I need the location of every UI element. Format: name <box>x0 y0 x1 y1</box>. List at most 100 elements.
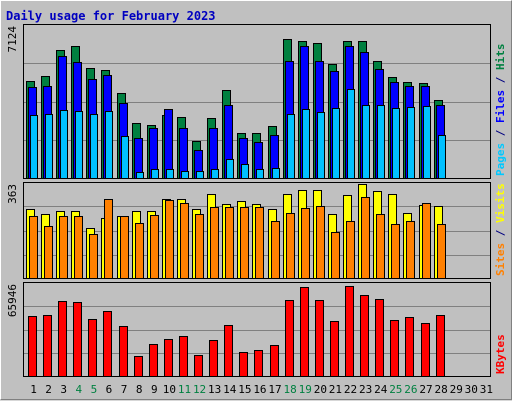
bar-sites-day-22 <box>346 221 355 279</box>
x-tick-day-13: 13 <box>208 383 221 396</box>
legend-entry: Pages <box>494 143 507 176</box>
bar-sites-day-13 <box>210 207 219 279</box>
bar-sites-day-18 <box>286 213 295 279</box>
bar-files-day-10 <box>164 109 173 179</box>
bar-pages-day-7 <box>121 136 129 179</box>
bar-pages-day-13 <box>211 169 219 179</box>
bar-pages-day-28 <box>438 135 446 179</box>
x-tick-day-23: 23 <box>359 383 372 396</box>
bar-kbytes-day-6 <box>103 311 112 377</box>
bar-pages-day-1 <box>30 115 38 179</box>
bar-sites-day-19 <box>301 208 310 279</box>
bar-pages-day-24 <box>377 105 385 179</box>
bar-pages-day-10 <box>166 169 174 179</box>
legend-entry: / <box>494 123 507 143</box>
bar-pages-day-27 <box>423 106 431 179</box>
bar-kbytes-day-21 <box>330 321 339 377</box>
legend-entry: Sites <box>494 243 507 276</box>
x-tick-day-14: 14 <box>223 383 237 396</box>
bar-kbytes-day-2 <box>43 315 52 377</box>
bar-kbytes-day-26 <box>405 317 414 377</box>
bar-kbytes-day-19 <box>300 287 309 377</box>
y-axis-max-label: 7124 <box>6 26 19 53</box>
bar-sites-day-26 <box>406 221 415 279</box>
bar-sites-day-7 <box>120 216 129 279</box>
bar-kbytes-day-3 <box>58 301 67 377</box>
bar-kbytes-day-17 <box>270 345 279 377</box>
legend-entry: Visits <box>494 183 507 223</box>
bar-pages-day-6 <box>105 111 113 179</box>
legend-kbytes: KBytes <box>494 334 507 374</box>
x-tick-day-12: 12 <box>193 383 206 396</box>
bar-sites-day-2 <box>44 226 53 279</box>
legend-visits: Sites / Visits <box>494 183 507 276</box>
bar-sites-day-27 <box>422 203 431 279</box>
bar-kbytes-day-23 <box>360 295 369 377</box>
bar-kbytes-day-8 <box>134 356 143 377</box>
bar-sites-day-24 <box>376 214 385 279</box>
bar-pages-day-17 <box>272 168 280 179</box>
bar-sites-day-8 <box>135 223 144 279</box>
x-tick-day-29: 29 <box>450 383 463 396</box>
bar-pages-day-26 <box>407 107 415 179</box>
bar-sites-day-12 <box>195 214 204 279</box>
bar-sites-day-17 <box>271 221 280 279</box>
x-tick-day-30: 30 <box>465 383 478 396</box>
bar-sites-day-3 <box>59 216 68 279</box>
bar-sites-day-16 <box>255 207 264 279</box>
bar-kbytes-day-7 <box>119 326 128 377</box>
x-tick-day-8: 8 <box>136 383 143 396</box>
x-tick-day-7: 7 <box>121 383 128 396</box>
bar-pages-day-8 <box>136 172 144 179</box>
x-tick-day-22: 22 <box>344 383 357 396</box>
bar-sites-day-15 <box>240 207 249 279</box>
bar-sites-day-21 <box>331 232 340 279</box>
bar-sites-day-10 <box>165 200 174 279</box>
x-tick-day-2: 2 <box>45 383 52 396</box>
bar-kbytes-day-15 <box>239 352 248 377</box>
bar-pages-day-23 <box>362 105 370 179</box>
bar-kbytes-day-9 <box>149 344 158 377</box>
bar-pages-day-11 <box>181 171 189 179</box>
x-tick-day-16: 16 <box>253 383 266 396</box>
bar-kbytes-day-11 <box>179 336 188 377</box>
bar-sites-day-25 <box>391 224 400 279</box>
bar-pages-day-25 <box>392 108 400 179</box>
legend-entry: Hits <box>494 44 507 71</box>
bar-pages-day-2 <box>45 114 53 179</box>
x-tick-day-1: 1 <box>30 383 37 396</box>
x-tick-day-4: 4 <box>75 383 82 396</box>
bar-pages-day-21 <box>332 108 340 179</box>
x-tick-day-15: 15 <box>238 383 251 396</box>
bar-kbytes-day-28 <box>436 315 445 377</box>
bar-kbytes-day-18 <box>285 300 294 377</box>
bar-kbytes-day-10 <box>164 339 173 377</box>
bar-kbytes-day-4 <box>73 302 82 377</box>
bar-sites-day-23 <box>361 197 370 279</box>
bar-kbytes-day-25 <box>390 320 399 377</box>
bar-sites-day-11 <box>180 203 189 279</box>
bar-kbytes-day-20 <box>315 300 324 377</box>
legend-entry: Files <box>494 90 507 123</box>
bar-sites-day-28 <box>437 224 446 279</box>
bar-sites-day-20 <box>316 206 325 279</box>
bar-pages-day-19 <box>302 109 310 179</box>
bar-kbytes-day-1 <box>28 316 37 377</box>
bar-kbytes-day-14 <box>224 325 233 377</box>
bar-kbytes-day-13 <box>209 340 218 377</box>
bar-pages-day-18 <box>287 114 295 179</box>
bar-sites-day-9 <box>150 215 159 279</box>
x-tick-day-11: 11 <box>178 383 191 396</box>
x-tick-day-27: 27 <box>419 383 432 396</box>
bar-pages-day-12 <box>196 171 204 179</box>
x-tick-day-10: 10 <box>163 383 176 396</box>
legend-hits: Pages / Files / Hits <box>494 44 507 177</box>
chart-title: Daily usage for February 2023 <box>6 9 216 23</box>
bar-kbytes-day-22 <box>345 286 354 377</box>
y-axis-max-label: 363 <box>6 184 19 204</box>
x-tick-day-3: 3 <box>60 383 67 396</box>
x-tick-day-5: 5 <box>91 383 98 396</box>
y-axis-max-label: 65946 <box>6 284 19 317</box>
x-tick-day-18: 18 <box>284 383 297 396</box>
